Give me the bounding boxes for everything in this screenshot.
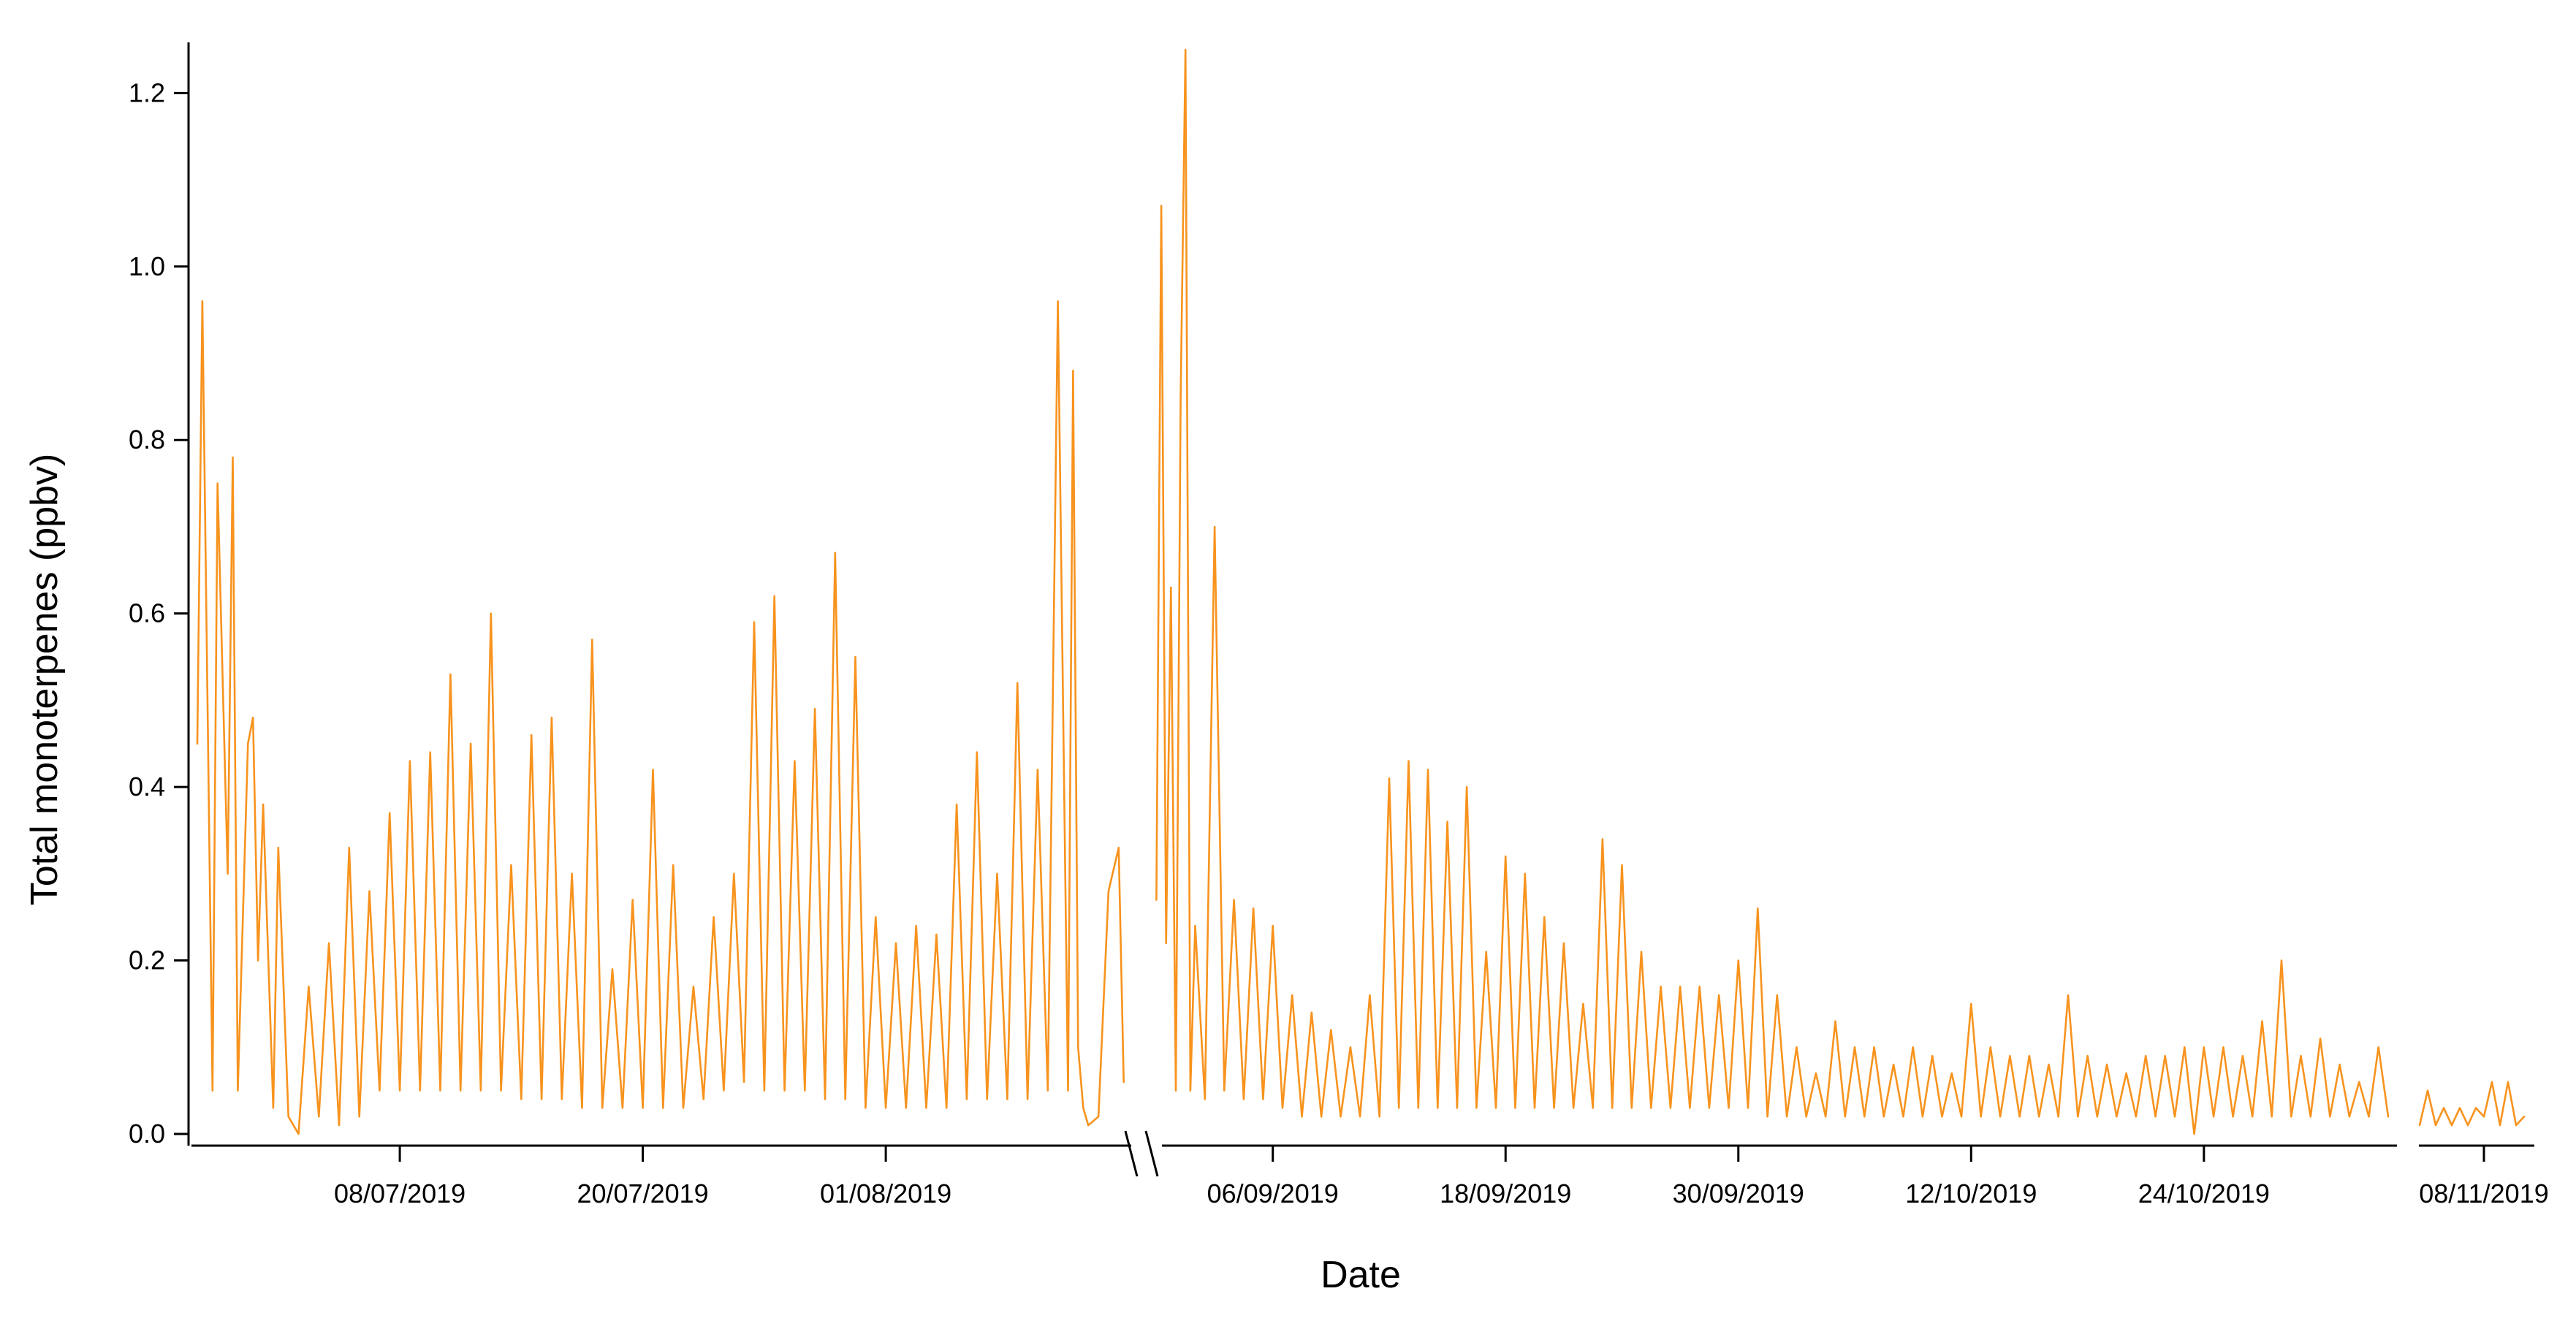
y-tick-label: 1.2 — [129, 77, 165, 107]
series-group — [196, 48, 2526, 1135]
y-tick-label: 0.4 — [129, 772, 165, 802]
monoterpenes-series-line — [2418, 1081, 2526, 1127]
axis-break-mark — [1144, 1130, 1159, 1177]
x-tick-label: 30/09/2019 — [1673, 1179, 1804, 1208]
x-tick-label: 24/10/2019 — [2138, 1179, 2270, 1208]
x-tick-label: 18/09/2019 — [1440, 1179, 1571, 1208]
x-axis-title: Date — [1321, 1254, 1401, 1296]
y-axis: 0.0 0.2 0.4 0.6 0.8 1.0 1.2 — [129, 42, 190, 1149]
x-tick-label: 08/11/2019 — [2419, 1179, 2549, 1208]
x-tick-label: 06/09/2019 — [1207, 1179, 1339, 1208]
x-tick-label: 20/07/2019 — [577, 1179, 709, 1208]
axis-break-mark — [1124, 1130, 1139, 1177]
y-tick-label: 1.0 — [129, 251, 165, 281]
x-axis: 08/07/2019 20/07/2019 01/08/2019 06/09/2019… — [191, 1130, 2549, 1208]
y-axis-title: Total monoterpenes (ppbv) — [23, 454, 66, 906]
monoterpenes-series-line — [196, 300, 1125, 1135]
y-tick-label: 0.6 — [129, 598, 165, 628]
x-tick-label: 12/10/2019 — [1905, 1179, 2037, 1208]
x-tick-label: 08/07/2019 — [334, 1179, 466, 1208]
y-tick-label: 0.8 — [129, 425, 165, 454]
monoterpenes-series-line — [1155, 48, 2390, 1135]
y-tick-label: 0.2 — [129, 945, 165, 975]
x-tick-label: 01/08/2019 — [820, 1179, 951, 1208]
y-tick-label: 0.0 — [129, 1119, 165, 1149]
